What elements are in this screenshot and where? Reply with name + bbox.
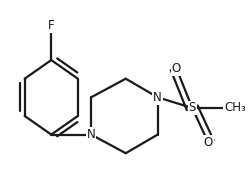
Text: N: N xyxy=(86,128,95,141)
Text: F: F xyxy=(48,19,54,32)
Text: N: N xyxy=(153,91,162,104)
Text: S: S xyxy=(188,102,195,114)
Text: O: O xyxy=(171,62,180,74)
Text: CH₃: CH₃ xyxy=(223,102,245,114)
Text: O: O xyxy=(203,136,212,149)
